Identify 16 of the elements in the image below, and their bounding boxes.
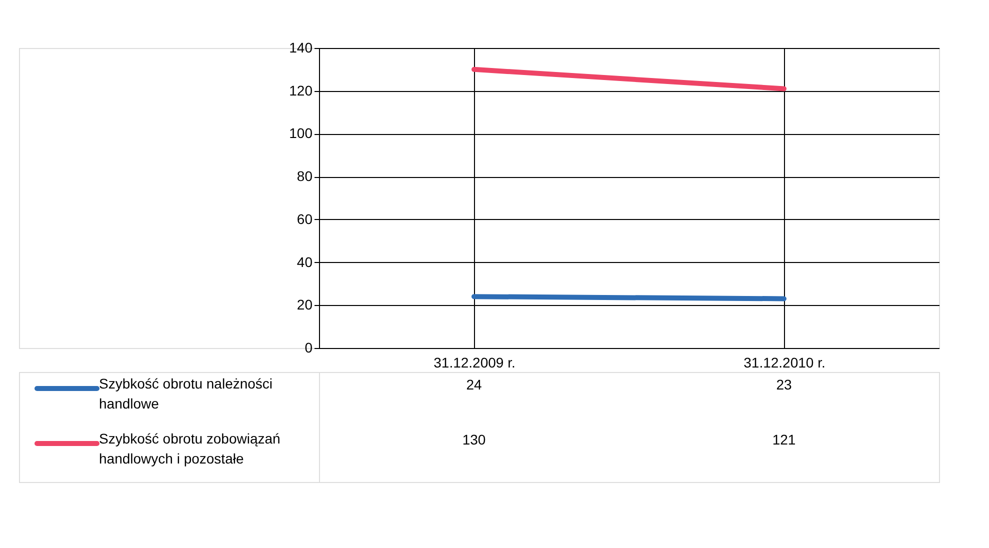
- y-tick-label: 60: [296, 210, 313, 227]
- data-label: 130: [462, 432, 486, 448]
- y-tick-label: 80: [296, 168, 313, 184]
- y-tick-label: 40: [296, 254, 313, 270]
- data-label: 23: [776, 376, 792, 392]
- y-tick-label: 140: [289, 40, 313, 56]
- y-tick-label: 100: [289, 125, 313, 142]
- data-label: 24: [466, 376, 482, 392]
- data-label: 121: [772, 432, 796, 448]
- y-tick-label: 120: [289, 82, 313, 98]
- y-tick-label: 20: [296, 296, 313, 313]
- y-tick-label: 0: [304, 340, 313, 356]
- x-tick-label: 31.12.2009 r.: [434, 354, 516, 370]
- legend-label: Szybkość obrotu zobowiązań handlowych i pozostałe: [99, 430, 280, 466]
- x-tick-label: 31.12.2010 r.: [744, 354, 826, 370]
- legend-label: Szybkość obrotu należności handlowe: [99, 376, 273, 412]
